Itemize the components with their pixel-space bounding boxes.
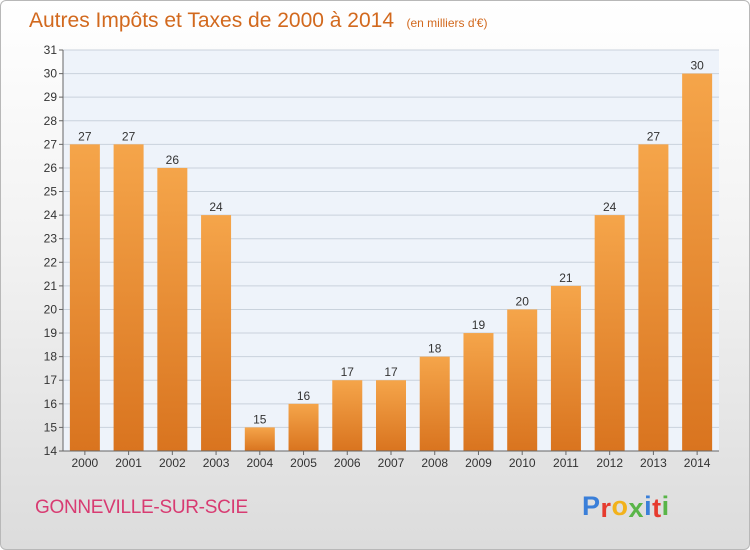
x-tick-label-2001: 2001	[115, 456, 142, 470]
bar-2010	[507, 309, 538, 451]
bar-2003	[201, 215, 232, 451]
x-tick-label-2005: 2005	[290, 456, 317, 470]
bar-2013	[638, 144, 669, 451]
x-tick-label-2008: 2008	[421, 456, 448, 470]
y-tick-label: 24	[44, 208, 58, 222]
x-tick-label-2012: 2012	[596, 456, 623, 470]
proxiti-logo: Proxiti	[582, 491, 670, 523]
data-label-2000: 27	[78, 129, 92, 143]
y-tick-label: 19	[44, 326, 58, 340]
y-tick-label: 21	[44, 279, 58, 293]
data-label-2009: 19	[472, 318, 486, 332]
logo-letter: x	[628, 493, 645, 523]
logo-letter: t	[652, 493, 662, 523]
y-tick-label: 14	[44, 444, 58, 458]
logo-letter: r	[600, 493, 612, 523]
y-tick-label: 20	[44, 302, 58, 316]
bar-2006	[332, 380, 363, 451]
x-tick-label-2007: 2007	[378, 456, 405, 470]
y-tick-label: 23	[44, 232, 58, 246]
y-tick-label: 16	[44, 397, 58, 411]
data-label-2008: 18	[428, 342, 442, 356]
x-tick-label-2003: 2003	[203, 456, 230, 470]
y-axis: 14 15 16 17 18 19 20 21 22 23 24 25 26 27 28 29 30 31	[44, 43, 64, 458]
data-label-2005: 16	[297, 389, 311, 403]
y-tick-label: 17	[44, 373, 58, 387]
x-tick-label-2013: 2013	[640, 456, 667, 470]
bar-2002	[157, 167, 188, 452]
x-tick-label-2000: 2000	[72, 456, 99, 470]
y-tick-label: 22	[44, 255, 58, 269]
bar-2001	[113, 144, 144, 451]
bar-2011	[550, 285, 581, 451]
y-tick-label: 30	[44, 67, 58, 81]
bar-2014	[682, 73, 713, 452]
logo-letter: i	[661, 491, 670, 521]
data-label-2003: 24	[209, 200, 223, 214]
y-tick-label: 29	[44, 90, 58, 104]
bars-group	[69, 73, 713, 452]
y-tick-label: 26	[44, 161, 58, 175]
data-label-2006: 17	[341, 365, 355, 379]
bar-2007	[376, 380, 406, 451]
data-label-2001: 27	[122, 129, 136, 143]
x-axis: 2000 2001 2002 2003 2004 2005 2006 2007 2008 2009…	[63, 450, 719, 470]
data-label-2011: 21	[559, 271, 573, 285]
y-tick-label: 28	[44, 114, 58, 128]
x-tick-label-2014: 2014	[684, 456, 711, 470]
chart-subtitle: (en milliers d'€)	[406, 16, 488, 30]
data-label-2014: 30	[690, 59, 704, 73]
logo-letter: P	[582, 491, 601, 521]
y-tick-label: 31	[44, 43, 58, 57]
data-label-2012: 24	[603, 200, 617, 214]
y-tick-label: 27	[44, 137, 58, 151]
data-label-2004: 15	[253, 412, 267, 426]
x-tick-label-2009: 2009	[465, 456, 492, 470]
value-labels-group: 27 27 26 24 15 16 17 17 18 19 20 21 24 27 30	[78, 59, 704, 427]
y-tick-label: 18	[44, 350, 58, 364]
data-label-2010: 20	[516, 294, 530, 308]
bar-2008	[419, 356, 450, 451]
x-tick-label-2011: 2011	[553, 456, 579, 470]
x-tick-label-2004: 2004	[246, 456, 273, 470]
bar-2009	[463, 333, 494, 451]
bar-2012	[594, 215, 625, 451]
logo-letter: i	[644, 491, 653, 521]
data-label-2007: 17	[384, 365, 398, 379]
x-tick-label-2002: 2002	[159, 456, 186, 470]
x-tick-label-2010: 2010	[509, 456, 536, 470]
y-tick-label: 25	[44, 185, 58, 199]
data-label-2013: 27	[647, 129, 661, 143]
city-name: GONNEVILLE-SUR-SCIE	[35, 497, 248, 518]
title-block: Autres Impôts et Taxes de 2000 à 2014 (e…	[29, 9, 487, 33]
bar-2000	[69, 144, 100, 451]
chart-title: Autres Impôts et Taxes de 2000 à 2014	[29, 9, 395, 32]
bar-2005	[288, 403, 319, 451]
bar-2004	[244, 427, 275, 451]
x-tick-label-2006: 2006	[334, 456, 361, 470]
logo-letter: o	[611, 491, 629, 521]
y-tick-label: 15	[44, 420, 58, 434]
data-label-2002: 26	[166, 153, 180, 167]
